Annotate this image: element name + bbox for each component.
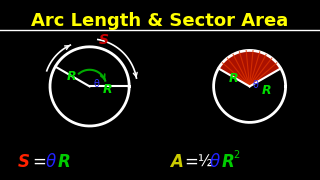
Text: θ: θ	[252, 80, 258, 90]
Text: R: R	[222, 153, 235, 171]
Text: ½: ½	[197, 154, 212, 170]
Polygon shape	[219, 50, 281, 86]
Text: θ: θ	[210, 153, 220, 171]
Text: R: R	[58, 153, 71, 171]
Text: θ: θ	[94, 79, 100, 89]
Text: R: R	[228, 72, 238, 85]
Text: 2: 2	[233, 150, 239, 160]
Text: R: R	[67, 70, 76, 83]
Text: R: R	[262, 84, 272, 97]
Text: S: S	[18, 153, 30, 171]
Text: =: =	[184, 153, 198, 171]
Text: =: =	[32, 153, 46, 171]
Text: R: R	[103, 83, 112, 96]
Text: θ: θ	[46, 153, 56, 171]
Text: A: A	[170, 153, 183, 171]
Text: S: S	[99, 33, 108, 47]
Text: Arc Length & Sector Area: Arc Length & Sector Area	[31, 12, 289, 30]
